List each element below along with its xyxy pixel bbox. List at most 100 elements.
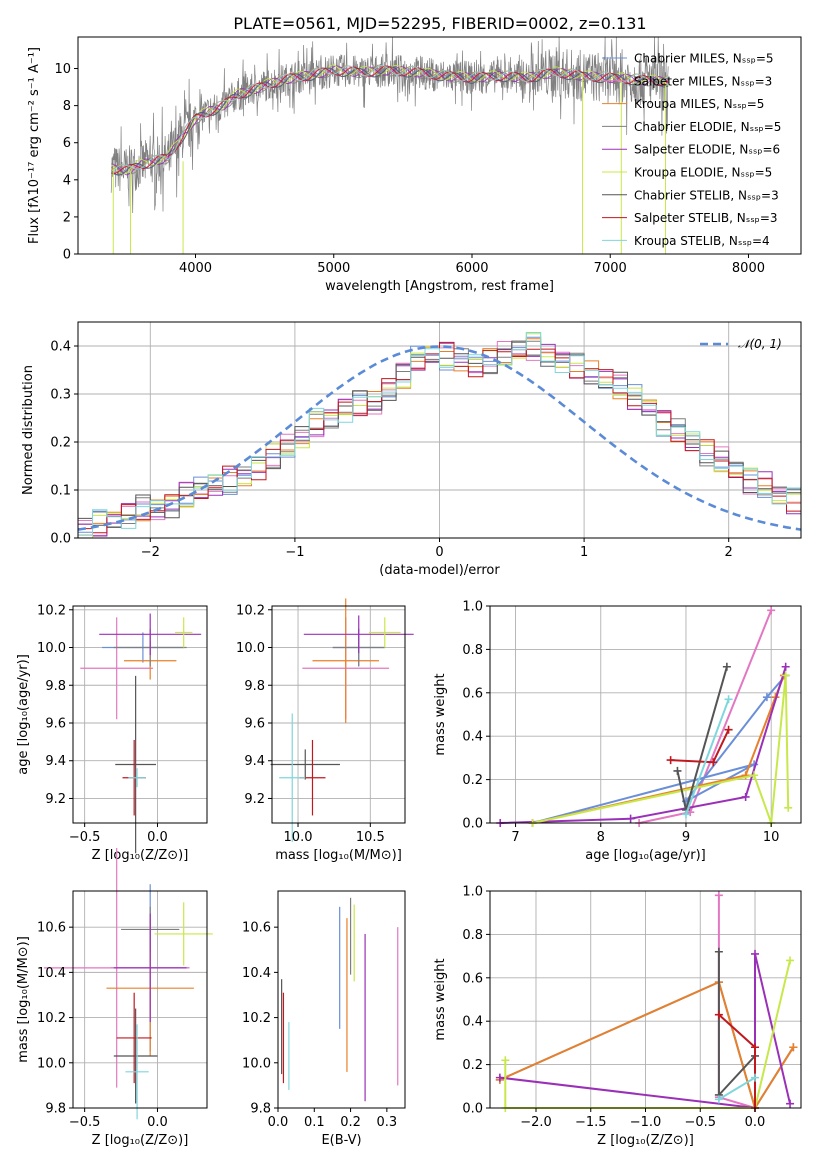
histogram-step	[78, 341, 801, 534]
x-tick-label: 1	[580, 545, 588, 560]
plot-frame	[489, 605, 802, 824]
mass-weight-point	[626, 814, 635, 823]
model-spectrum-line	[111, 65, 669, 176]
y-tick-label: 0.0	[462, 1102, 483, 1117]
mass-weight-point	[750, 771, 759, 780]
mass-weight-line	[499, 953, 791, 1110]
y-tick-label: 10.4	[37, 966, 66, 981]
y-axis-label: Normed distribution	[21, 365, 36, 495]
mass-weight-point	[781, 671, 790, 680]
legend-entry: Chabrier STELIB, Nₛₛₚ=3	[634, 188, 779, 202]
mass-weight-point	[714, 947, 723, 956]
plot-frame	[77, 36, 802, 255]
y-tick-label: 9.6	[45, 716, 66, 731]
x-tick-label: 0	[435, 545, 443, 560]
x-tick-label: −2.0	[520, 1115, 552, 1130]
legend-entry: Salpeter ELODIE, Nₛₛₚ=6	[634, 143, 780, 157]
y-tick-label: 1.0	[462, 885, 483, 900]
x-tick-label: 0.3	[377, 1115, 398, 1130]
plot-frame	[271, 605, 406, 824]
x-axis-label: wavelength [Angstrom, rest frame]	[325, 279, 554, 294]
mass-weight-point	[724, 725, 733, 734]
x-tick-label: −1.5	[575, 1115, 607, 1130]
x-tick-label: 0.0	[745, 1115, 766, 1130]
legend-entry: Kroupa STELIB, Nₛₛₚ=4	[634, 234, 770, 248]
y-tick-label: 0.6	[462, 686, 483, 701]
subplot-4: 7 8 9 10 0.0 0.2 0.4 0.6 0.8 1.0 age [log₁₀(age/yr…	[433, 600, 802, 863]
x-tick-label: −1	[285, 545, 304, 560]
x-tick-label: 10.5	[356, 830, 385, 845]
mass-weight-point	[722, 662, 731, 671]
figure-title: PLATE=0561, MJD=52295, FIBERID=0002, z=0…	[233, 14, 646, 33]
legend-entry: Salpeter MILES, Nₛₛₚ=3	[634, 74, 772, 88]
mass-weight-point	[666, 756, 675, 765]
y-axis-label: Flux [fλ10⁻¹⁷ erg cm⁻² s⁻¹ A⁻¹]	[27, 47, 42, 244]
subplot-3: 10.0 10.5 9.2 9.4 9.6 9.8 10.0 10.2 mass [log₁₀(…	[236, 598, 414, 863]
mass-weight-point	[751, 1043, 760, 1052]
x-tick-label: 4000	[179, 261, 212, 276]
x-tick-label: 0.0	[147, 830, 168, 845]
x-tick-label: −2	[141, 545, 160, 560]
y-tick-label: 0.6	[462, 971, 483, 986]
mass-weight-point	[751, 1073, 760, 1082]
y-tick-label: 9.8	[45, 1102, 66, 1117]
x-tick-label: −1.0	[630, 1115, 662, 1130]
mass-weight-point	[495, 1073, 504, 1082]
y-tick-label: 10.4	[242, 966, 271, 981]
legend-entry: 𝒩(0, 1)	[738, 337, 782, 351]
model-spectrum-line	[111, 65, 669, 174]
x-tick-label: 0.0	[268, 1115, 289, 1130]
y-tick-label: 10.0	[242, 1056, 271, 1071]
y-tick-label: 9.4	[45, 754, 66, 769]
subplot-1: −2 −1 0 1 2 0.0 0.1 0.2 0.3 0.4 (data-model)/error…	[21, 321, 802, 578]
legend-entry: Salpeter STELIB, Nₛₛₚ=3	[634, 211, 778, 225]
x-tick-label: 6000	[455, 261, 488, 276]
x-tick-label: 10	[763, 830, 780, 845]
x-axis-label: Z [log₁₀(Z/Z⊙)]	[597, 1133, 694, 1148]
mass-weight-line	[717, 951, 756, 1098]
legend-entry: Kroupa ELODIE, Nₛₛₚ=5	[634, 166, 772, 180]
mass-weight-point	[751, 949, 760, 958]
y-tick-label: 0.0	[50, 532, 71, 547]
mass-weight-point	[681, 810, 690, 819]
mass-weight-point	[784, 803, 793, 812]
x-tick-label: 5000	[317, 261, 350, 276]
x-axis-label: E(B-V)	[321, 1133, 361, 1148]
mass-weight-point	[501, 1056, 510, 1065]
x-tick-label: 10.0	[284, 830, 313, 845]
y-tick-label: 0.0	[462, 817, 483, 832]
mass-weight-line	[532, 674, 787, 824]
y-tick-label: 0.2	[462, 773, 483, 788]
x-tick-label: 8000	[732, 261, 765, 276]
y-axis-label: mass weight	[433, 673, 448, 755]
subplot-2: −0.5 0.0 9.2 9.4 9.6 9.8 10.0 10.2 Z [log₁₀(Z/Z⊙…	[16, 603, 208, 863]
mass-weight-point	[724, 695, 733, 704]
legend-entry: Chabrier ELODIE, Nₛₛₚ=5	[634, 120, 781, 134]
legend-entry: Chabrier MILES, Nₛₛₚ=5	[634, 52, 774, 66]
x-tick-label: −0.5	[69, 830, 101, 845]
y-tick-label: 0.1	[50, 484, 71, 499]
y-tick-label: 9.2	[244, 792, 265, 807]
y-tick-label: 10.2	[37, 1011, 66, 1026]
x-tick-label: −0.5	[684, 1115, 716, 1130]
y-tick-label: 10.2	[236, 603, 265, 618]
mass-weight-line	[499, 980, 795, 1111]
y-tick-label: 0.4	[462, 1015, 483, 1030]
y-tick-label: 0	[63, 248, 71, 263]
x-axis-label: (data-model)/error	[379, 563, 500, 578]
y-tick-label: 9.6	[244, 716, 265, 731]
mass-weight-point	[714, 1010, 723, 1019]
mass-weight-line	[504, 960, 791, 1109]
y-tick-label: 1.0	[462, 600, 483, 615]
y-tick-label: 9.8	[250, 1102, 271, 1117]
x-tick-label: 8	[597, 830, 605, 845]
x-tick-label: 0.2	[340, 1115, 361, 1130]
y-tick-label: 9.8	[244, 679, 265, 694]
y-axis-label: mass [log₁₀(M/M⊙)]	[16, 936, 31, 1063]
subplot-0: 4000 5000 6000 7000 8000 0 2 4 6 8 10 wavelength [A…	[27, 36, 802, 294]
y-axis-label: mass weight	[433, 958, 448, 1040]
mass-weight-point	[741, 792, 750, 801]
x-tick-label: −0.5	[69, 1115, 101, 1130]
